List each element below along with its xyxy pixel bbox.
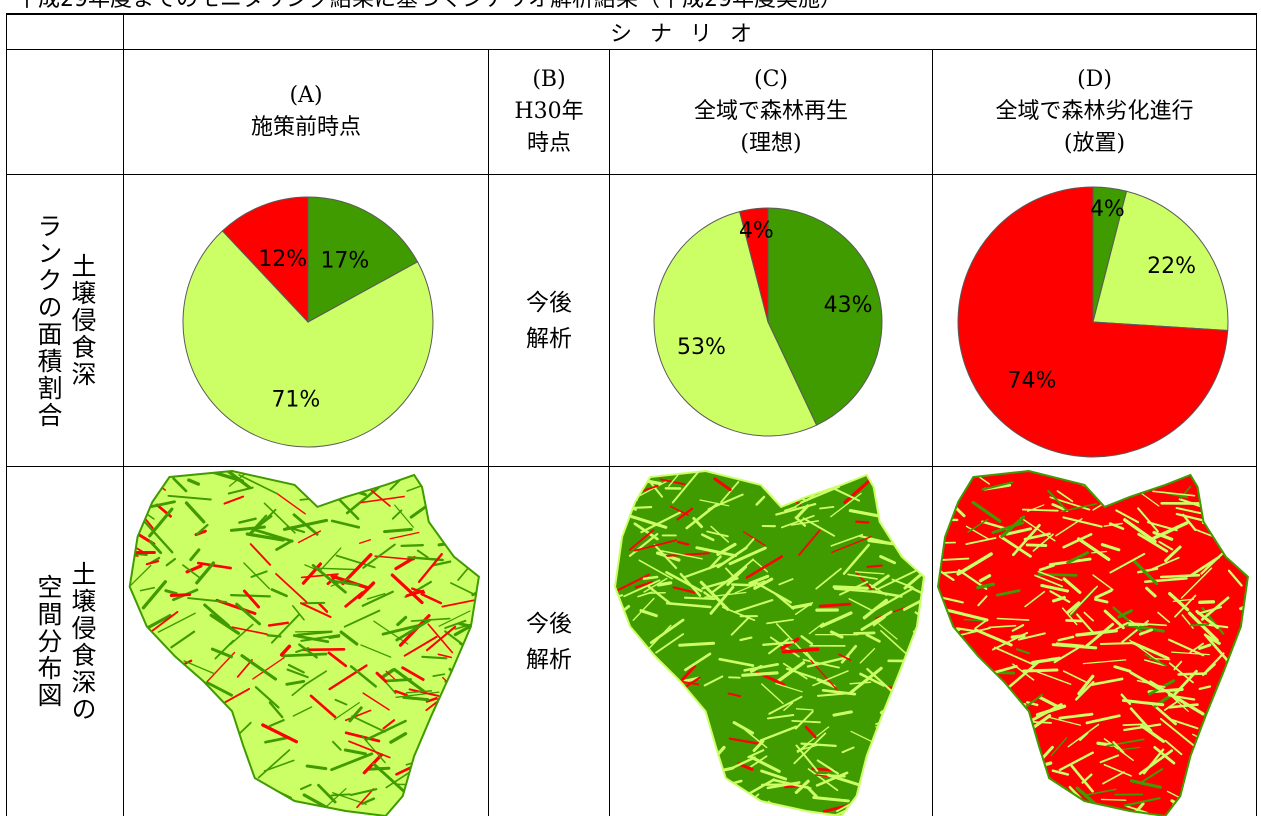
- row-label-line2: 空間分布図: [34, 574, 63, 709]
- pending-line1: 今後: [526, 289, 572, 316]
- column-subtitle: (放置): [1063, 131, 1126, 156]
- pie-slice-label: 43%: [824, 293, 873, 318]
- column-subtitle: 時点: [526, 131, 571, 156]
- map-outline: [936, 469, 1249, 816]
- pie-slice: [767, 207, 883, 426]
- column-title: 全域で森林劣化進行: [995, 99, 1194, 124]
- column-header-b: (B) H30年 時点: [489, 50, 609, 174]
- top-caption: 平成29年度までのモニタリング結果に基づくシナリオ解析結果（平成29年度実施）: [0, 0, 1261, 14]
- map-terrain: [615, 471, 924, 816]
- pie-slice-label: 22%: [1147, 254, 1196, 279]
- pie-slice: [653, 210, 818, 437]
- pie-slice-label: 74%: [1008, 368, 1057, 393]
- column-subtitle: (理想): [740, 131, 802, 156]
- column-code: (D): [1077, 67, 1112, 92]
- erosion-map-a: [128, 469, 480, 816]
- row-label-line2: ランクの面積割合: [34, 212, 63, 429]
- pie-slice-label: 53%: [677, 335, 726, 360]
- column-header-c: (C) 全域で森林再生 (理想): [610, 50, 932, 174]
- erosion-map-d: [936, 469, 1249, 816]
- column-title: 施策前時点: [250, 115, 361, 140]
- column-title: H30年: [514, 99, 584, 124]
- pending-analysis-chart: 今後 解析: [489, 175, 609, 466]
- pie-slice-label: 71%: [271, 388, 320, 413]
- pie-slice-label: 4%: [1090, 197, 1125, 222]
- scenario-header: シナリオ: [609, 21, 770, 47]
- pie-chart-c: 43% 53% 4%: [653, 207, 883, 437]
- column-header-d: (D) 全域で森林劣化進行 (放置): [933, 50, 1256, 174]
- column-title: 全域で森林再生: [693, 99, 848, 124]
- pie-chart-d: 4% 22% 74%: [957, 186, 1229, 458]
- map-outline: [613, 469, 926, 816]
- erosion-map-c: [613, 469, 926, 816]
- pie-slice: [221, 196, 309, 324]
- pending-line2: 解析: [526, 646, 572, 673]
- pie-slice: [182, 230, 434, 448]
- row-label-spatial-map: 土壌侵食深の 空間分布図: [7, 467, 123, 816]
- column-code: (A): [289, 83, 323, 108]
- pie-slice: [307, 196, 419, 323]
- pending-line1: 今後: [526, 610, 572, 637]
- pending-analysis-map: 今後 解析: [489, 467, 609, 816]
- row-label-line1: 土壌侵食深の: [68, 560, 97, 723]
- pie-slice-label: 4%: [739, 218, 774, 243]
- row-label-text: 土壌侵食深 ランクの面積割合: [31, 213, 99, 429]
- pie-slice-label: 17%: [320, 249, 369, 274]
- column-code: (B): [532, 67, 566, 92]
- pie-slice: [957, 186, 1229, 458]
- pie-slice-label: 12%: [258, 247, 307, 272]
- column-header-a: (A) 施策前時点: [124, 50, 488, 174]
- pie-chart-a: 17% 71% 12%: [182, 196, 434, 448]
- pie-slice: [1092, 190, 1229, 332]
- pending-line2: 解析: [526, 325, 572, 352]
- map-terrain: [129, 471, 479, 816]
- row-label-line1: 土壌侵食深: [68, 253, 97, 388]
- map-terrain: [938, 471, 1248, 816]
- column-code: (C): [754, 67, 788, 92]
- pie-slice: [739, 207, 769, 323]
- row-label-text: 土壌侵食深の 空間分布図: [31, 561, 99, 723]
- row-label-area-ratio: 土壌侵食深 ランクの面積割合: [7, 175, 123, 466]
- map-outline: [128, 469, 480, 816]
